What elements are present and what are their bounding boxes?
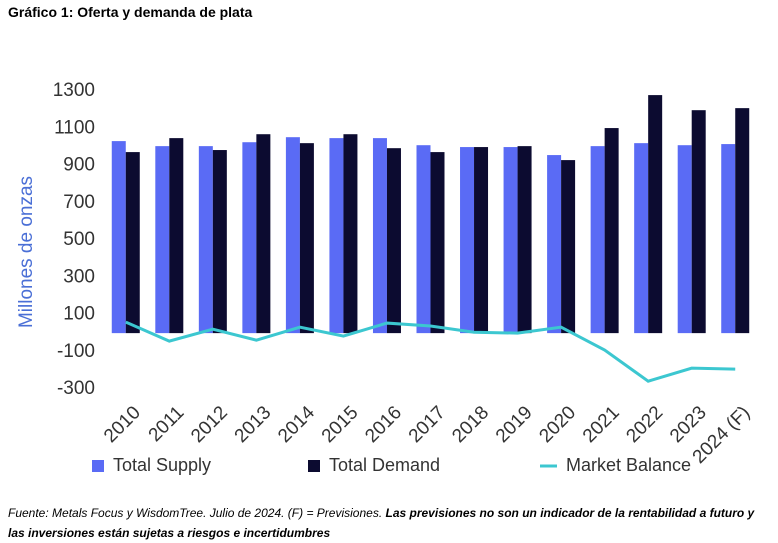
chart-title: Gráfico 1: Oferta y demanda de plata [8,4,253,20]
bar [460,147,475,334]
bar [155,146,170,334]
bar [111,141,126,334]
y-tick-label: -300 [57,378,95,399]
bar [343,134,358,334]
bar [242,142,257,334]
legend-symbol [308,460,320,472]
line [125,320,736,383]
note: Las previsiones no son un indicador de l… [8,506,755,540]
source: Fuente: Metals Focus y WisdomTree. Julio… [8,506,383,520]
bar [212,150,227,334]
x-tick-label: 2018 [448,402,493,447]
legend-symbol [92,460,104,472]
bar [735,108,750,334]
x-tick-label: 2010 [100,402,145,447]
bar [691,110,706,334]
bar [503,147,518,334]
y-tick-label: 700 [63,192,95,213]
bar [517,146,532,334]
bar [561,160,576,334]
legend-label: Market Balance [566,455,691,475]
y-axis-label: Millones de onzas [16,176,37,328]
x-tick-label: 2019 [492,402,537,447]
bar [648,95,663,334]
bar [677,145,692,334]
bar [125,152,140,334]
y-tick-label: 1300 [53,80,95,101]
bar [430,152,445,334]
y-tick-label: -100 [57,341,95,362]
bar [590,146,605,334]
bar [329,138,344,334]
bar [256,134,271,334]
bar [198,146,213,334]
bar [169,138,184,334]
x-tick-label: 2015 [318,402,363,447]
bar [547,155,562,334]
x-tick-label: 2022 [623,402,668,447]
bar [285,137,300,334]
bar [386,148,401,334]
bar [604,128,619,334]
x-tick-label: 2011 [145,402,189,446]
footnote: Fuente: Metals Focus y WisdomTree. Julio… [8,503,770,543]
legend-label: Total Supply [113,455,211,475]
y-tick-label: 300 [63,266,95,287]
x-tick-label: 2013 [231,402,276,447]
bar [474,147,489,334]
legend-label: Total Demand [329,455,440,475]
x-tick-label: 2020 [535,402,580,447]
x-tick-label: 2017 [405,402,450,447]
y-tick-label: 100 [63,304,95,325]
bar [372,138,387,334]
bar [416,145,431,334]
x-tick-label: 2016 [361,402,406,447]
x-tick-label: 2012 [187,402,232,447]
y-tick-label: 500 [63,229,95,250]
bar [634,143,649,334]
chart: Millones de onzas -300 -100 100 300 500 700 90… [16,80,754,475]
x-tick-label: 2014 [274,402,319,447]
y-tick-label: 900 [63,155,95,176]
bar [721,144,736,334]
x-tick-label: 2021 [579,402,624,447]
y-tick-label: 1100 [54,117,95,138]
bar [299,143,314,334]
